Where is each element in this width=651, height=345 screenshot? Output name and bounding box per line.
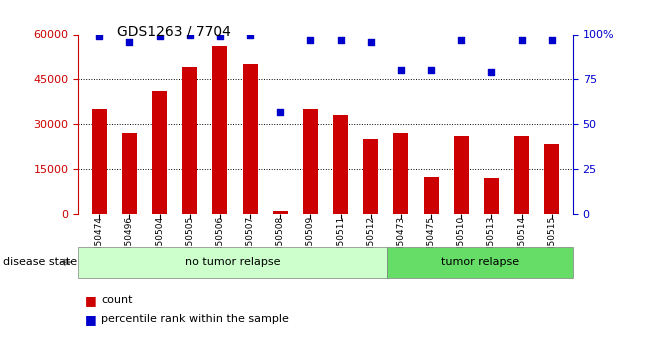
Point [245,32,255,37]
Bar [393,133,408,214]
Bar [122,133,137,214]
Point [396,68,406,73]
Text: GSM50475: GSM50475 [426,216,436,265]
Text: ■: ■ [85,294,96,307]
Text: GSM50508: GSM50508 [276,216,284,265]
Text: GSM50515: GSM50515 [547,216,556,265]
Bar [303,109,318,214]
Bar [182,67,197,214]
Point [94,33,104,39]
Bar [333,115,348,214]
Text: GSM50504: GSM50504 [155,216,164,265]
Bar [544,144,559,214]
Bar [454,136,469,214]
Bar [514,136,529,214]
Bar [152,91,167,214]
Bar [424,177,439,214]
Point [486,69,497,75]
Text: GSM50512: GSM50512 [367,216,375,265]
Text: disease state: disease state [3,257,77,267]
Bar [92,109,107,214]
Point [456,37,467,43]
Text: GSM50505: GSM50505 [186,216,194,265]
Text: percentile rank within the sample: percentile rank within the sample [101,314,289,324]
Text: GSM50514: GSM50514 [517,216,526,265]
Text: GSM50496: GSM50496 [125,216,134,265]
Bar [212,47,227,214]
Text: GSM50509: GSM50509 [306,216,315,265]
Bar [484,178,499,214]
Point [154,33,165,39]
Text: tumor relapse: tumor relapse [441,257,519,267]
Point [124,39,135,45]
Text: GDS1263 / 7704: GDS1263 / 7704 [117,24,231,38]
Text: GSM50506: GSM50506 [215,216,225,265]
Point [184,32,195,37]
Bar [273,211,288,214]
Point [335,37,346,43]
Point [426,68,436,73]
FancyBboxPatch shape [78,247,387,278]
Text: GSM50474: GSM50474 [95,216,104,265]
Bar [363,139,378,214]
Point [547,37,557,43]
Point [275,109,285,115]
Text: GSM50511: GSM50511 [336,216,345,265]
Text: GSM50510: GSM50510 [457,216,465,265]
Text: no tumor relapse: no tumor relapse [185,257,281,267]
Text: ■: ■ [85,313,96,326]
Point [305,37,316,43]
Point [516,37,527,43]
Text: GSM50473: GSM50473 [396,216,406,265]
Point [366,39,376,45]
Text: count: count [101,295,132,305]
Point [215,33,225,39]
Text: GSM50507: GSM50507 [245,216,255,265]
Bar [243,65,258,214]
FancyBboxPatch shape [387,247,573,278]
Text: GSM50513: GSM50513 [487,216,496,265]
